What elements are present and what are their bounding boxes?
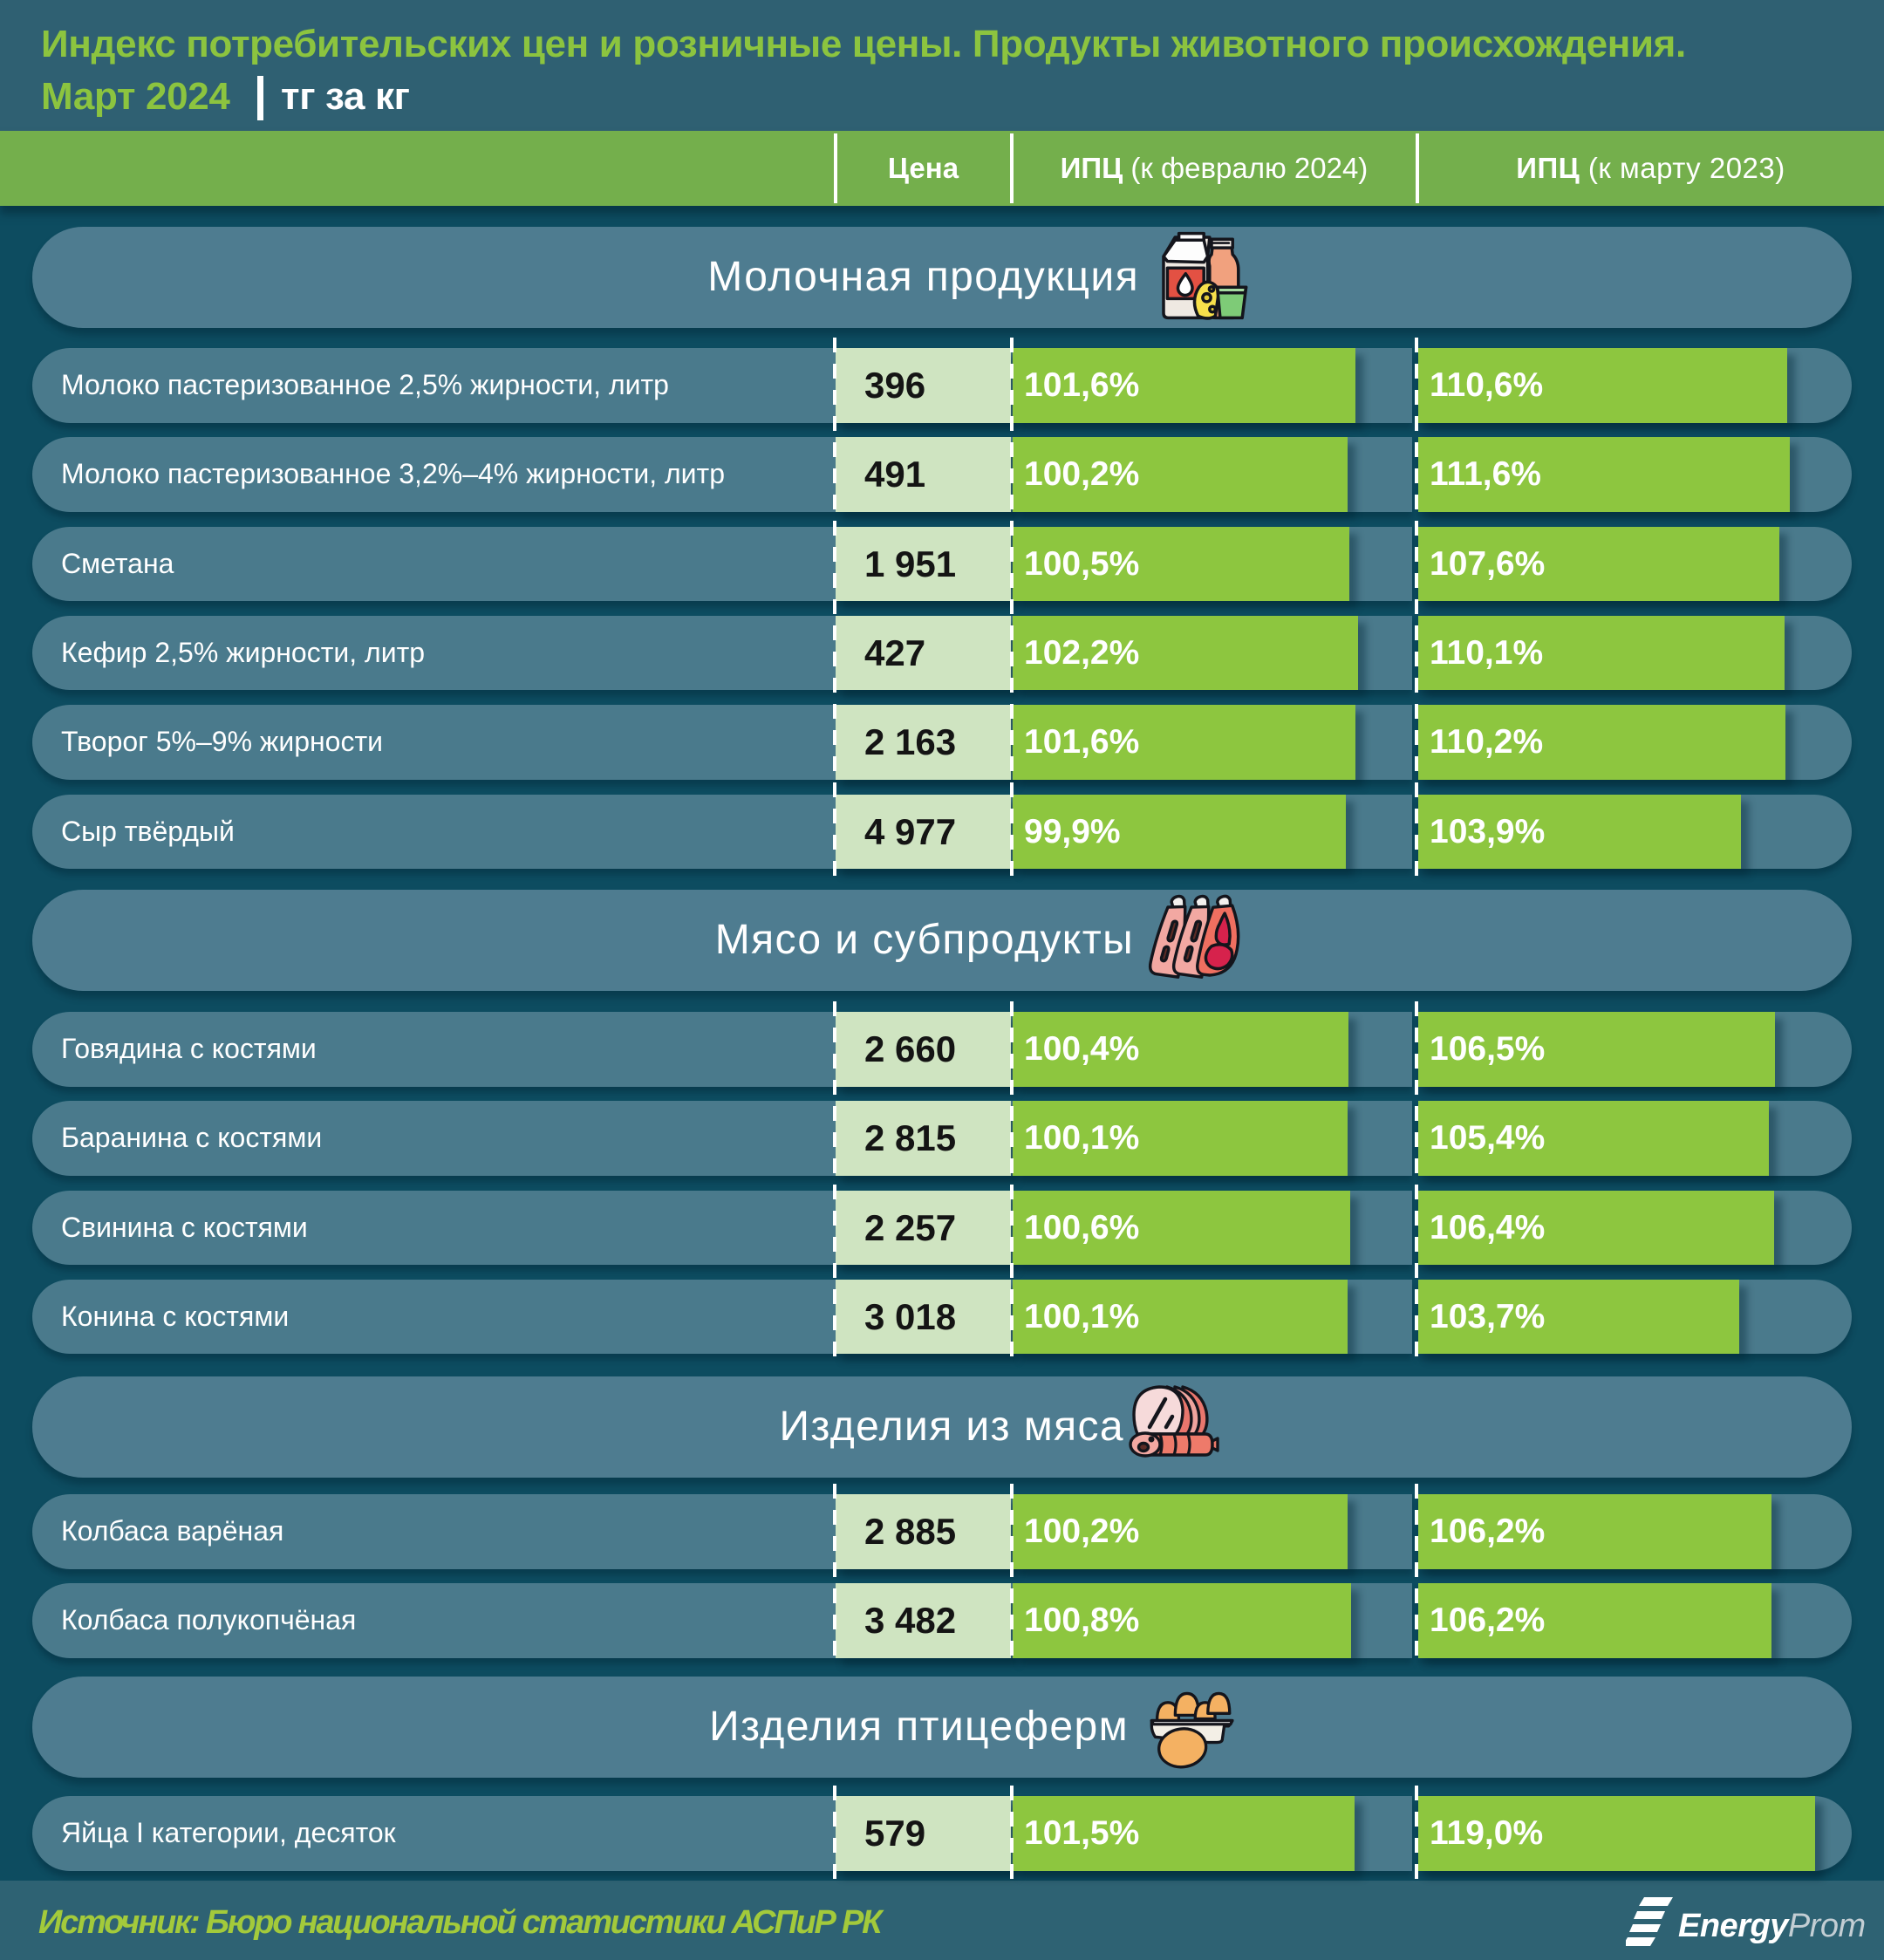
- svg-text:EnergyProm: EnergyProm: [1678, 1908, 1866, 1944]
